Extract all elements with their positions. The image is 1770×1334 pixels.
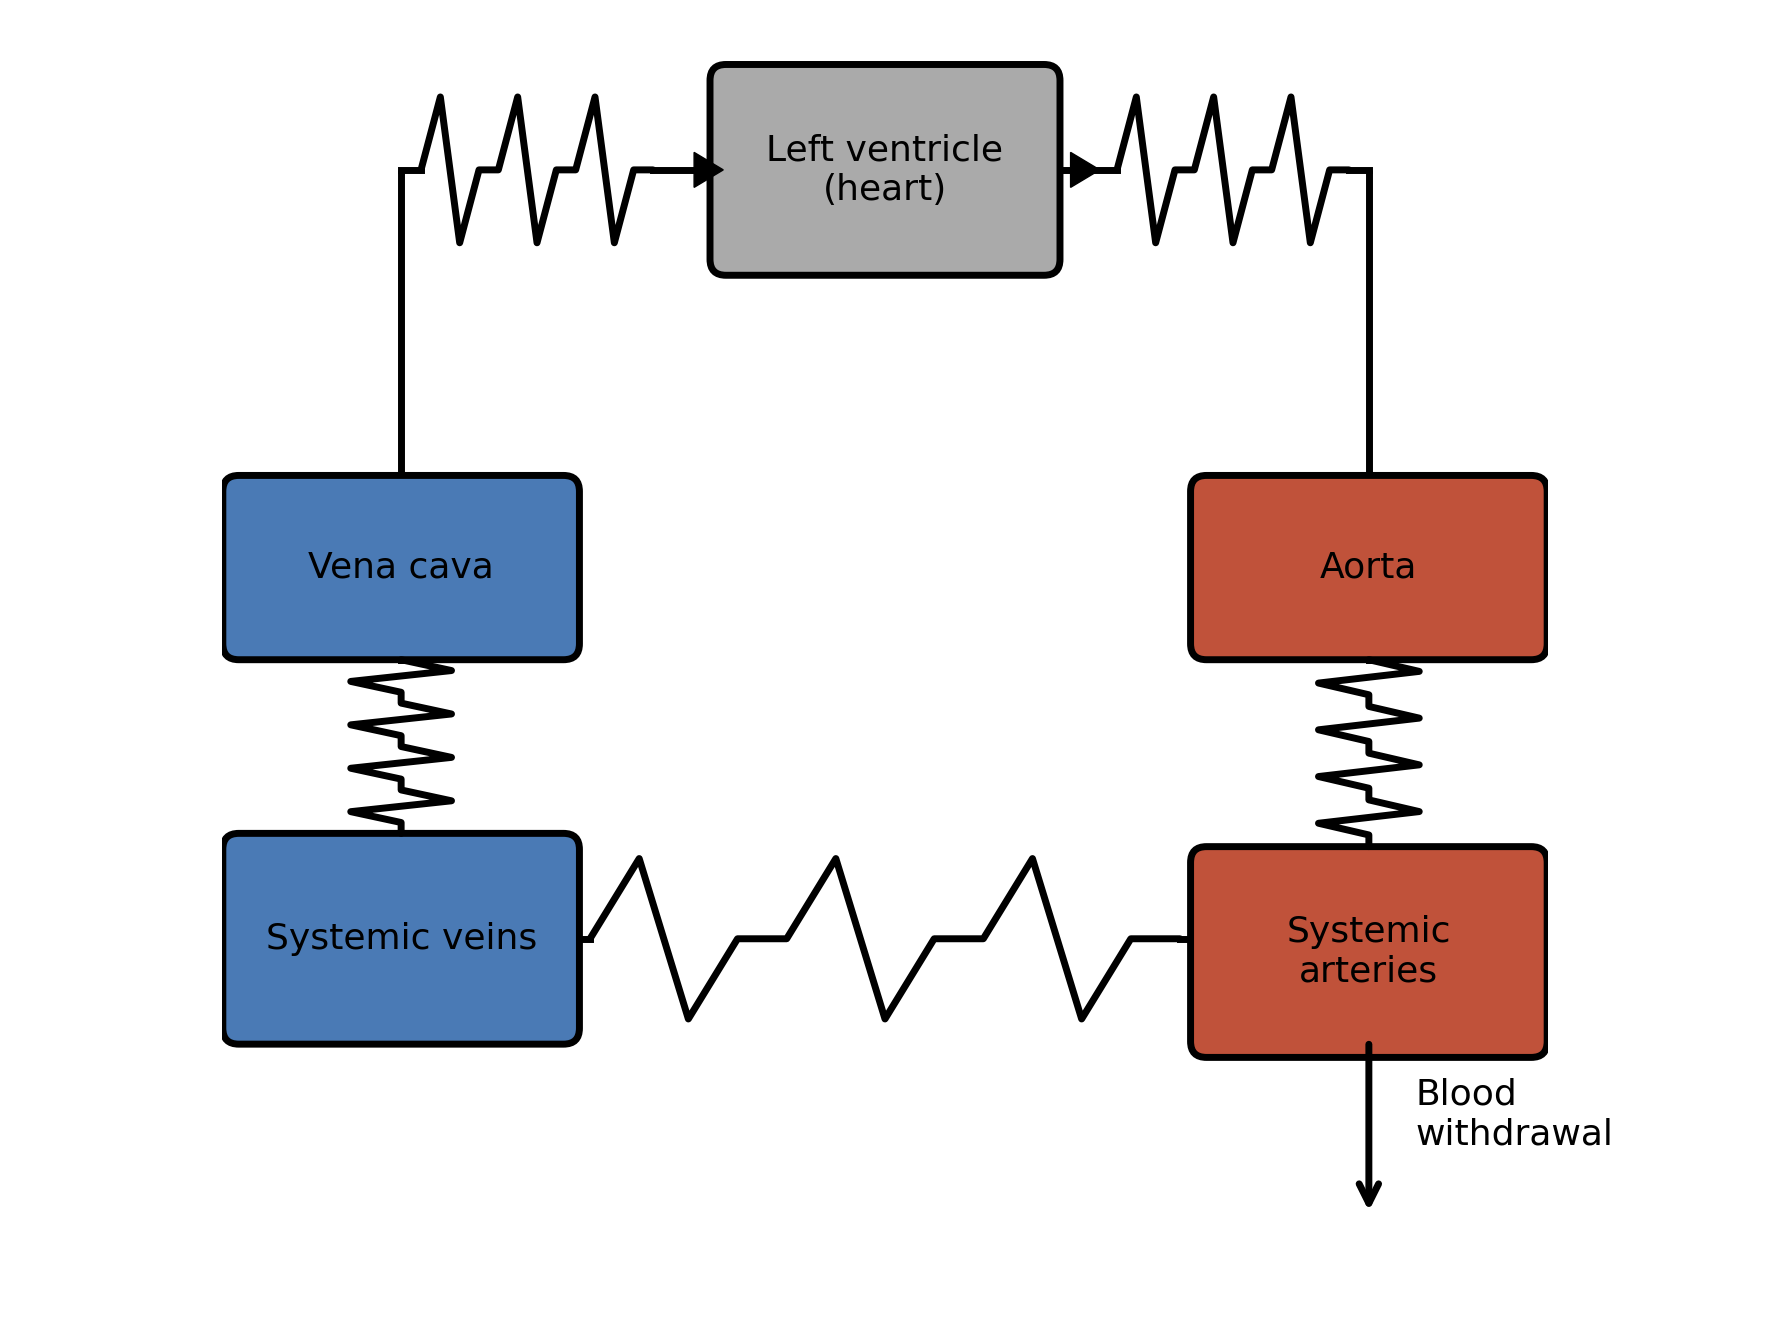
Text: Blood
withdrawal: Blood withdrawal bbox=[1416, 1078, 1612, 1151]
Text: Systemic veins: Systemic veins bbox=[266, 922, 536, 955]
Polygon shape bbox=[1071, 152, 1099, 187]
Text: Systemic
arteries: Systemic arteries bbox=[1287, 915, 1451, 988]
Polygon shape bbox=[694, 152, 724, 187]
FancyBboxPatch shape bbox=[710, 64, 1060, 275]
Text: Left ventricle
(heart): Left ventricle (heart) bbox=[766, 133, 1004, 207]
Text: Aorta: Aorta bbox=[1320, 551, 1418, 584]
FancyBboxPatch shape bbox=[1191, 475, 1547, 660]
FancyBboxPatch shape bbox=[223, 475, 579, 660]
FancyBboxPatch shape bbox=[223, 834, 579, 1045]
Text: Vena cava: Vena cava bbox=[308, 551, 494, 584]
FancyBboxPatch shape bbox=[1191, 847, 1547, 1058]
